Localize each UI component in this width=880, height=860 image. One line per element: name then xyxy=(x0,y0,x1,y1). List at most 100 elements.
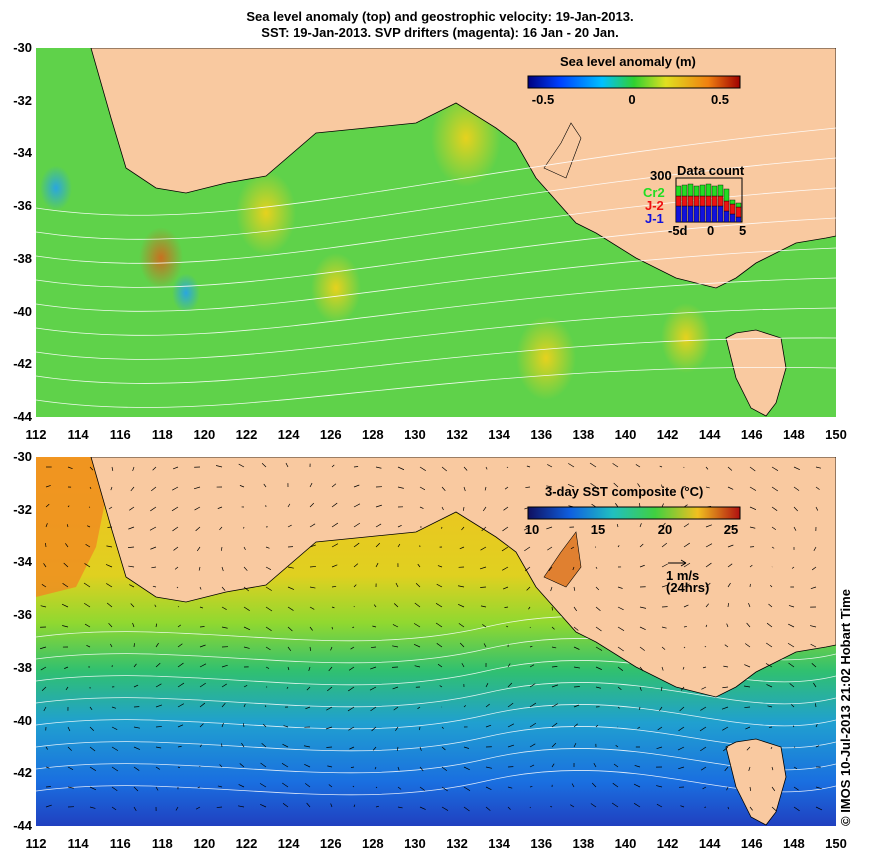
velocity-vector xyxy=(462,506,465,511)
lon-tick-label: 136 xyxy=(530,836,553,851)
sla-contour xyxy=(36,187,836,264)
velocity-vector xyxy=(238,784,245,788)
velocity-vector xyxy=(127,546,135,548)
velocity-vector xyxy=(108,506,113,510)
velocity-vector xyxy=(705,486,710,489)
velocity-vector xyxy=(612,782,619,788)
velocity-vector xyxy=(173,546,179,551)
velocity-vector xyxy=(809,625,817,628)
velocity-vector xyxy=(639,686,642,691)
velocity-vector xyxy=(375,523,382,528)
velocity-vector xyxy=(525,486,531,488)
sla-contour xyxy=(36,366,836,408)
velocity-vector xyxy=(415,583,421,588)
velocity-vector xyxy=(155,746,162,749)
velocity-vector xyxy=(111,726,118,731)
velocity-vector xyxy=(65,543,69,548)
velocity-vector xyxy=(45,523,48,528)
velocity-vector xyxy=(639,502,641,508)
velocity-vector xyxy=(331,626,333,630)
velocity-vector xyxy=(393,603,399,608)
velocity-vector xyxy=(133,663,137,668)
sla-anomaly-patch xyxy=(139,227,183,289)
velocity-vector xyxy=(286,686,289,689)
data-count-inset xyxy=(675,177,743,223)
velocity-vector xyxy=(397,543,401,548)
velocity-vector xyxy=(463,486,466,492)
velocity-vector xyxy=(67,466,73,470)
velocity-vector xyxy=(771,486,779,492)
lat-tick-label: -42 xyxy=(13,765,32,781)
data-count-bar xyxy=(681,184,688,197)
velocity-vector xyxy=(503,506,509,511)
data-count-bar xyxy=(717,195,724,207)
velocity-vector xyxy=(507,702,514,708)
lon-tick-label: 114 xyxy=(67,836,89,851)
velocity-vector xyxy=(371,726,377,732)
velocity-vector xyxy=(702,786,707,790)
velocity-vector xyxy=(441,506,444,511)
velocity-vector xyxy=(370,646,377,648)
velocity-vector xyxy=(573,704,580,708)
velocity-vector xyxy=(637,726,641,729)
velocity-vector xyxy=(639,666,644,672)
velocity-vector xyxy=(108,622,113,628)
velocity-vector xyxy=(419,806,426,810)
velocity-vector xyxy=(771,506,778,511)
sla-contour xyxy=(36,157,836,240)
lat-tick-label: -38 xyxy=(13,250,32,266)
data-count-xtick: 5 xyxy=(739,223,747,238)
velocity-vector xyxy=(260,803,267,808)
velocity-vector xyxy=(484,486,487,491)
velocity-vector xyxy=(506,466,509,469)
velocity-vector xyxy=(369,686,377,691)
velocity-vector xyxy=(243,606,250,611)
velocity-vector xyxy=(613,763,619,768)
lon-tick-label: 134 xyxy=(488,836,510,851)
velocity-vector xyxy=(573,666,581,669)
velocity-vector xyxy=(617,666,624,671)
velocity-vector xyxy=(439,685,443,688)
velocity-vector xyxy=(397,486,404,489)
velocity-vector xyxy=(111,766,119,772)
velocity-vector xyxy=(397,466,405,471)
lon-tick-label: 130 xyxy=(404,836,426,851)
velocity-vector xyxy=(463,786,471,791)
velocity-vector xyxy=(551,763,555,768)
velocity-vector xyxy=(287,524,292,528)
velocity-vector xyxy=(373,604,377,608)
velocity-vector xyxy=(788,662,795,668)
velocity-vector xyxy=(417,563,421,568)
data-count-bar xyxy=(693,205,700,223)
velocity-vector xyxy=(177,682,185,688)
velocity-vector xyxy=(811,566,817,571)
velocity-vector xyxy=(331,543,339,548)
velocity-vector xyxy=(749,786,752,792)
velocity-vector xyxy=(304,764,311,768)
velocity-vector xyxy=(792,725,795,728)
lon-tick-label: 124 xyxy=(277,836,300,851)
velocity-vector xyxy=(679,706,685,712)
velocity-vector xyxy=(791,566,795,569)
velocity-vector xyxy=(573,606,578,612)
velocity-vector xyxy=(353,804,356,808)
velocity-vector xyxy=(722,686,729,689)
velocity-vector xyxy=(40,666,47,671)
velocity-vector xyxy=(221,702,226,708)
velocity-vector xyxy=(550,586,553,592)
velocity-vector xyxy=(128,526,135,530)
velocity-vector xyxy=(106,583,113,588)
velocity-vector xyxy=(485,806,491,811)
velocity-vector xyxy=(789,683,795,688)
velocity-vector xyxy=(615,503,619,508)
velocity-vector xyxy=(305,706,311,710)
velocity-vector xyxy=(265,606,273,612)
velocity-vector xyxy=(195,806,201,810)
velocity-vector xyxy=(656,785,663,788)
velocity-scale-arrow xyxy=(668,559,687,567)
velocity-vector xyxy=(154,604,157,608)
velocity-vector xyxy=(239,485,245,488)
velocity-vector xyxy=(723,746,729,752)
velocity-vector xyxy=(89,726,95,731)
velocity-vector xyxy=(595,626,602,632)
